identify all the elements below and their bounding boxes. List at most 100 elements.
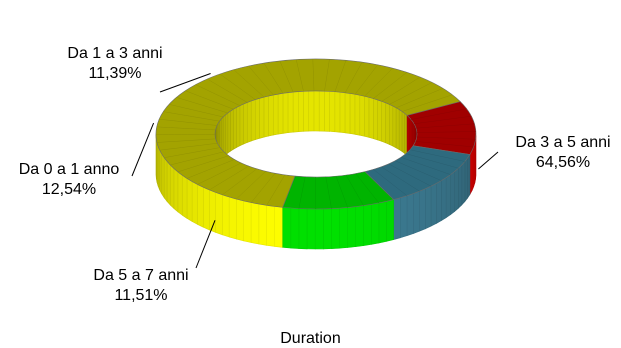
inner-wall-da-3-a-5-anni (402, 112, 405, 154)
inner-wall-da-3-a-5-anni (283, 93, 288, 134)
outer-wall-da-1-a-3-anni (299, 209, 307, 249)
slice-name-1-3: Da 1 a 3 anni (40, 44, 190, 64)
inner-wall-da-3-a-5-anni (319, 91, 324, 131)
inner-wall-da-3-a-5-anni (255, 98, 259, 139)
outer-wall-da-3-a-5-anni (170, 165, 174, 209)
outer-wall-da-0-a-1-anno (468, 154, 470, 198)
outer-wall-da-3-a-5-anni (174, 168, 178, 211)
outer-wall-da-0-a-1-anno (419, 189, 425, 231)
outer-wall-da-0-a-1-anno (407, 194, 413, 236)
outer-wall-da-1-a-3-anni (340, 208, 348, 249)
outer-wall-da-1-a-3-anni (332, 208, 340, 248)
outer-wall-da-3-a-5-anni (259, 204, 267, 245)
inner-wall-da-3-a-5-anni (225, 113, 227, 155)
outer-wall-da-0-a-1-anno (413, 191, 419, 233)
inner-wall-da-3-a-5-anni (223, 115, 225, 157)
inner-wall-da-3-a-5-anni (405, 113, 407, 155)
inner-wall-da-3-a-5-anni (231, 109, 234, 151)
inner-wall-da-3-a-5-anni (345, 93, 350, 134)
outer-wall-da-1-a-3-anni (291, 208, 299, 249)
inner-wall-da-3-a-5-anni (240, 104, 244, 146)
outer-wall-da-0-a-1-anno (451, 171, 455, 214)
inner-wall-da-3-a-5-anni (314, 91, 319, 131)
outer-wall-da-3-a-5-anni (216, 192, 223, 234)
outer-wall-da-0-a-1-anno (455, 168, 459, 211)
inner-wall-da-3-a-5-anni (386, 103, 390, 145)
outer-wall-da-0-a-1-anno (458, 165, 461, 208)
outer-wall-da-1-a-3-anni (348, 207, 356, 248)
slice-label-1-3: Da 1 a 3 anni 11,39% (40, 44, 190, 84)
slice-label-3-5: Da 3 a 5 anni 64,56% (488, 133, 621, 173)
inner-wall-da-3-a-5-anni (288, 92, 293, 133)
outer-wall-da-1-a-3-anni (356, 206, 364, 247)
slice-name-3-5: Da 3 a 5 anni (488, 133, 621, 153)
inner-wall-da-3-a-5-anni (309, 91, 314, 131)
outer-wall-da-3-a-5-anni (162, 154, 164, 198)
outer-wall-da-3-a-5-anni (160, 150, 162, 194)
outer-wall-da-3-a-5-anni (167, 161, 170, 205)
slice-value-1-3: 11,39% (40, 64, 190, 84)
outer-wall-da-0-a-1-anno (400, 196, 407, 238)
outer-wall-da-1-a-3-anni (323, 209, 331, 249)
inner-wall-da-3-a-5-anni (360, 95, 365, 136)
top-face-group (156, 59, 476, 209)
inner-wall-da-3-a-5-anni (304, 91, 309, 131)
inner-wall-da-3-a-5-anni (378, 100, 382, 141)
inner-wall-da-3-a-5-anni (399, 110, 402, 152)
outer-wall-da-1-a-3-anni (371, 203, 379, 244)
outer-wall-da-0-a-1-anno (465, 158, 468, 201)
inner-wall-da-3-a-5-anni (373, 99, 377, 140)
outer-wall-da-0-a-1-anno (394, 198, 401, 240)
inner-wall-da-3-a-5-anni (247, 101, 251, 142)
outer-wall-da-3-a-5-anni (275, 206, 283, 247)
outer-wall-da-3-a-5-anni (244, 201, 252, 243)
inner-wall-da-3-a-5-anni (251, 100, 255, 141)
inner-wall-da-3-a-5-anni (273, 94, 278, 135)
inner-wall-da-3-a-5-anni (269, 95, 274, 136)
outer-wall-da-1-a-3-anni (307, 209, 315, 249)
inner-wall-da-3-a-5-anni (340, 92, 345, 133)
outer-wall-da-3-a-5-anni (192, 181, 197, 224)
outer-wall-da-3-a-5-anni (229, 197, 236, 239)
inner-wall-da-3-a-5-anni (389, 104, 393, 146)
outer-wall-da-3-a-5-anni (267, 205, 275, 246)
outer-wall-da-0-a-1-anno (462, 161, 465, 204)
outer-wall-da-1-a-3-anni (364, 204, 372, 245)
outer-wall-da-0-a-1-anno (446, 175, 450, 218)
inner-wall-da-3-a-5-anni (393, 106, 396, 148)
inner-wall-da-3-a-5-anni (293, 92, 298, 132)
inner-wall-da-3-a-5-anni (233, 107, 236, 149)
inner-wall-da-3-a-5-anni (228, 111, 231, 153)
outer-wall-da-3-a-5-anni (203, 187, 209, 230)
outer-wall-da-1-a-3-anni (315, 209, 323, 249)
slice-name-5-7: Da 5 a 7 anni (66, 266, 216, 286)
outer-wall-da-3-a-5-anni (236, 199, 243, 241)
outer-wall-da-3-a-5-anni (187, 178, 192, 221)
slice-label-0-1: Da 0 a 1 anno 12,54% (0, 160, 144, 200)
inner-wall-da-3-a-5-anni (260, 97, 264, 138)
inner-wall-da-3-a-5-anni (350, 94, 355, 135)
outer-wall-da-3-a-5-anni (198, 184, 204, 227)
chart-caption: Duration (0, 330, 621, 348)
outer-wall-da-0-a-1-anno (431, 183, 436, 226)
inner-wall-da-3-a-5-anni (264, 96, 269, 137)
outer-wall-da-3-a-5-anni (251, 203, 259, 244)
inner-wall-da-3-a-5-anni (244, 102, 248, 144)
outer-wall-da-1-a-3-anni (283, 207, 291, 248)
slice-name-0-1: Da 0 a 1 anno (0, 160, 144, 180)
outer-wall-da-3-a-5-anni (178, 172, 182, 215)
slice-value-3-5: 64,56% (488, 153, 621, 173)
inner-wall-da-3-a-5-anni (355, 94, 360, 135)
inner-wall-da-3-a-5-anni (396, 108, 399, 150)
inner-wall-da-3-a-5-anni (324, 91, 329, 131)
inner-wall-da-3-a-5-anni (364, 96, 369, 137)
outer-wall-da-1-a-3-anni (386, 200, 393, 242)
inner-wall-da-3-a-5-anni (382, 101, 386, 142)
inner-wall-da-3-a-5-anni (298, 91, 303, 131)
outer-wall-da-5-a-7-anni (470, 151, 472, 195)
inner-wall-da-3-a-5-anni (278, 93, 283, 134)
outer-wall-da-0-a-1-anno (436, 181, 441, 224)
outer-wall-da-3-a-5-anni (164, 158, 167, 202)
slice-label-5-7: Da 5 a 7 anni 11,51% (66, 266, 216, 306)
slice-value-0-1: 12,54% (0, 180, 144, 200)
